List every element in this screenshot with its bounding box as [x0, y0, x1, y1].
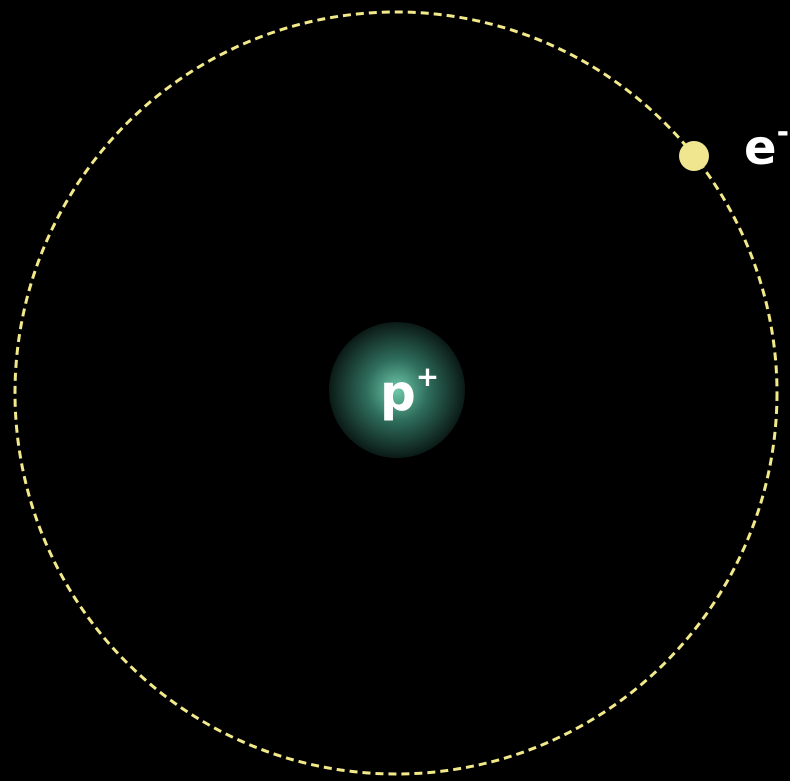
electron-label: e-	[744, 115, 789, 176]
electron-symbol: e	[744, 120, 777, 176]
nucleus	[329, 322, 465, 458]
nucleus-charge: +	[416, 360, 439, 393]
electron-charge: -	[777, 115, 789, 150]
nucleus-symbol: p	[380, 364, 416, 422]
nucleus-label: p+	[380, 360, 439, 422]
orbit	[13, 10, 779, 776]
electron	[679, 141, 709, 171]
